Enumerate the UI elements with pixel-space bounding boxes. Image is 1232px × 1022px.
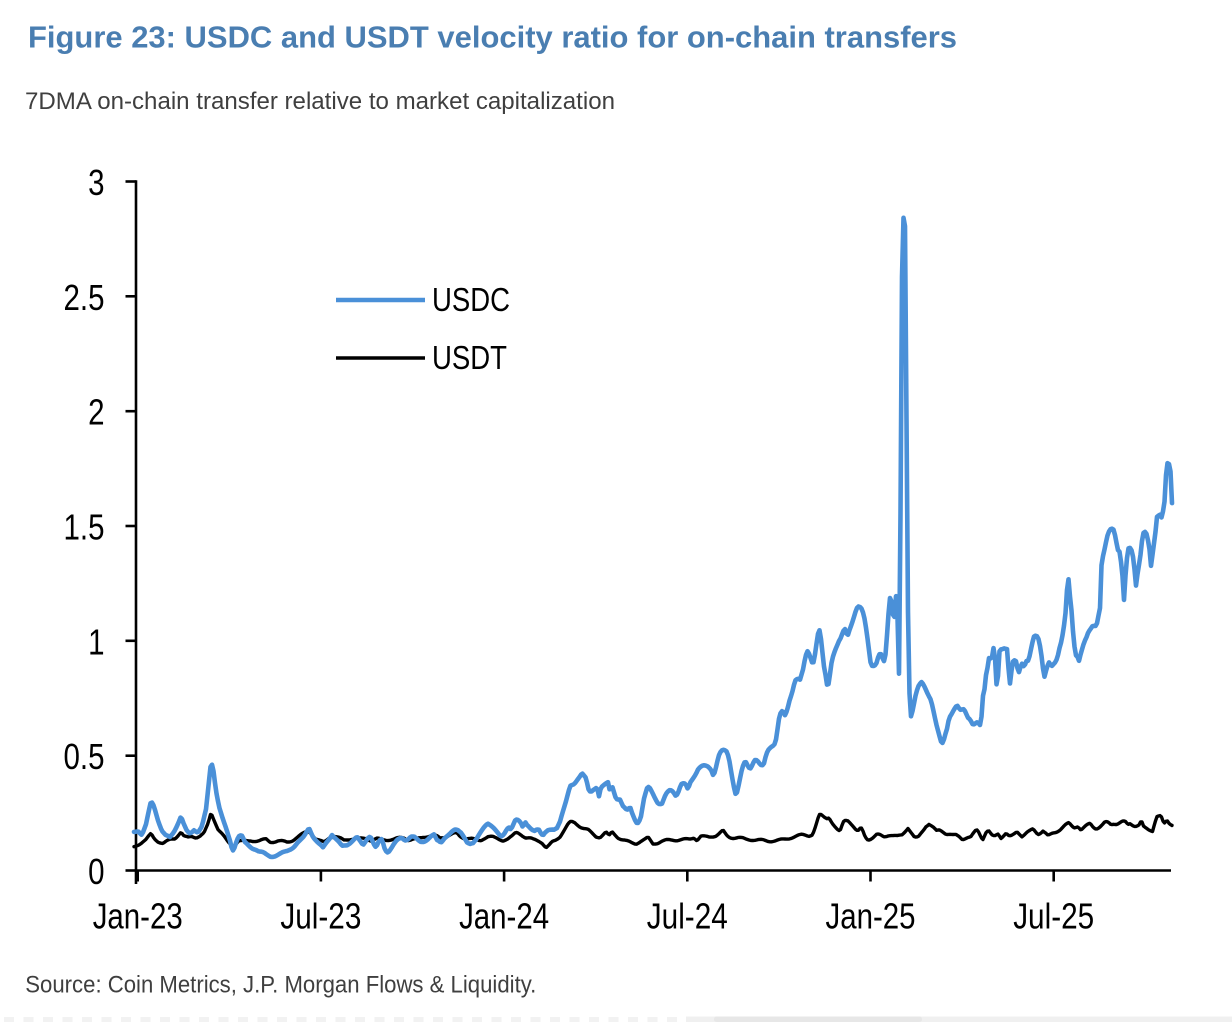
svg-text:7DMA on-chain transfer relativ: 7DMA on-chain transfer relative to marke… [25,88,615,115]
svg-text:Source: Coin Metrics, J.P. Mor: Source: Coin Metrics, J.P. Morgan Flows … [25,971,536,998]
svg-text:3: 3 [88,162,104,203]
svg-text:0: 0 [88,851,104,892]
svg-text:2.5: 2.5 [64,277,105,318]
svg-text:Jan-24: Jan-24 [459,896,549,937]
svg-text:1: 1 [88,621,104,662]
svg-text:Jul-23: Jul-23 [280,896,361,937]
svg-text:1.5: 1.5 [64,507,105,548]
svg-text:USDC: USDC [432,281,510,318]
svg-text:Jan-25: Jan-25 [826,896,916,937]
svg-text:2: 2 [88,392,104,433]
svg-text:Jan-23: Jan-23 [93,896,183,937]
svg-text:Jul-24: Jul-24 [647,896,728,937]
svg-text:0.5: 0.5 [64,736,105,777]
svg-text:Figure 23: USDC and USDT veloc: Figure 23: USDC and USDT velocity ratio … [28,20,957,55]
svg-text:Jul-25: Jul-25 [1013,896,1094,937]
svg-text:USDT: USDT [432,339,507,376]
